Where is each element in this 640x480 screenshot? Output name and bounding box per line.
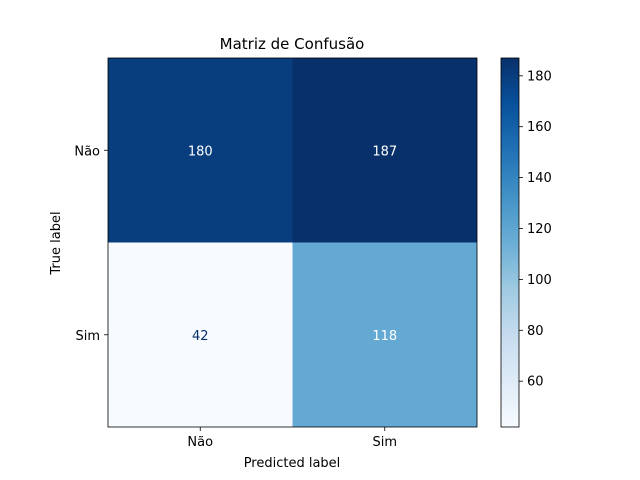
chart-title: Matriz de Confusão — [220, 35, 365, 53]
x-axis-ticks: Não Sim — [187, 427, 397, 450]
cell-value-label: 187 — [372, 144, 397, 159]
y-axis-label: True label — [49, 211, 64, 275]
y-tick-label: Sim — [75, 329, 100, 344]
colorbar-tick-label: 180 — [527, 69, 552, 84]
colorbar-tick-label: 80 — [527, 324, 544, 339]
heatmap-cell-r0-c0 — [108, 58, 293, 243]
y-axis-ticks: Não Sim — [74, 144, 108, 344]
cell-value-label: 42 — [192, 329, 209, 344]
plot-frame — [107, 57, 478, 428]
heatmap-cell-r1-c0 — [108, 242, 293, 427]
heatmap-cell-r0-c1 — [292, 58, 477, 243]
heatmap-cells — [108, 58, 477, 427]
cell-value-label: 118 — [372, 329, 397, 344]
heatmap-cell-labels: 180 187 42 118 — [188, 144, 397, 344]
colorbar-tick-label: 160 — [527, 120, 552, 135]
y-tick-label: Não — [74, 144, 100, 159]
colorbar-ticks: 60 80 100 120 140 160 180 — [519, 69, 552, 390]
colorbar-tick-label: 140 — [527, 171, 552, 186]
x-axis-label: Predicted label — [244, 456, 341, 471]
heatmap-cell-r1-c1 — [292, 242, 477, 427]
colorbar-tick-label: 60 — [527, 375, 544, 390]
x-tick-label: Sim — [372, 435, 397, 450]
colorbar-tick-label: 120 — [527, 222, 552, 237]
x-tick-label: Não — [187, 435, 213, 450]
colorbar-tick-label: 100 — [527, 273, 552, 288]
colorbar — [500, 57, 520, 428]
cell-value-label: 180 — [188, 144, 213, 159]
